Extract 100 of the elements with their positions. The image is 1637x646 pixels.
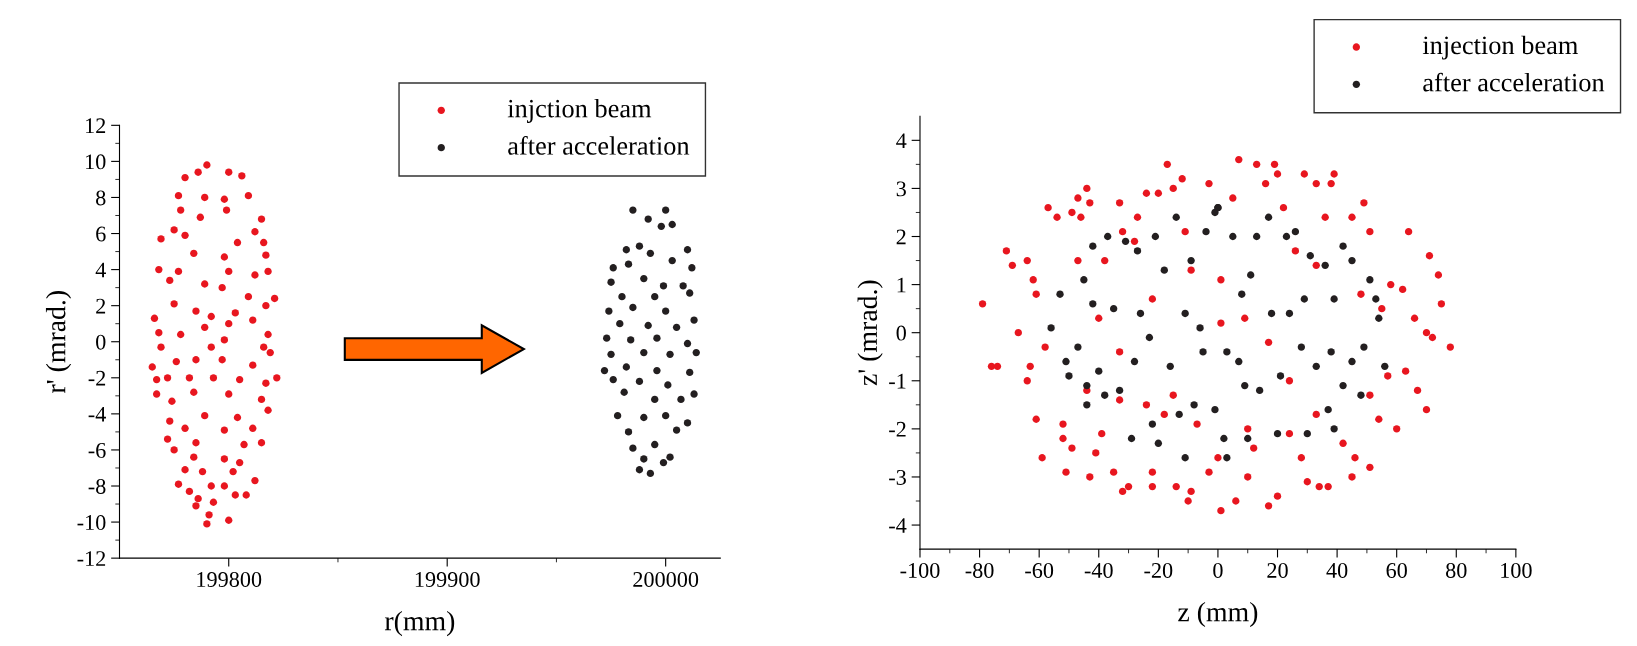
y-tick-label: 4 — [95, 262, 106, 278]
y-tick-label: 2 — [896, 229, 906, 245]
legend-label: injction beam — [507, 98, 652, 123]
point — [607, 278, 615, 286]
y-tick-label: -1 — [889, 373, 906, 389]
point — [622, 363, 631, 371]
point — [683, 419, 692, 427]
x-tick-label: 60 — [1386, 562, 1407, 578]
point — [664, 381, 672, 389]
point — [620, 388, 628, 396]
point — [624, 260, 633, 268]
point — [679, 282, 687, 290]
point — [686, 368, 694, 377]
point — [672, 426, 681, 434]
point — [657, 222, 665, 230]
point — [635, 377, 644, 386]
x-tick-label: 200000 — [633, 571, 699, 587]
point — [661, 412, 670, 420]
point — [686, 289, 694, 297]
point — [646, 469, 655, 478]
x-tick-label: 199800 — [197, 571, 262, 587]
y-tick-label: -10 — [77, 515, 106, 530]
x-tick-label: 100 — [1501, 562, 1532, 578]
point — [666, 350, 674, 359]
y-tick-label: 12 — [86, 118, 106, 134]
y-tick-label: -2 — [88, 370, 106, 386]
y-tick-label: 2 — [96, 298, 106, 314]
y-tick-label: -3 — [889, 469, 906, 485]
point — [613, 412, 622, 420]
x-tick-label: -40 — [1084, 562, 1113, 578]
y-tick-label: -4 — [88, 406, 106, 422]
point — [692, 348, 700, 357]
y-tick-label: -8 — [88, 478, 106, 494]
point — [677, 395, 685, 404]
point — [651, 395, 659, 404]
y-axis-title: r' (mrad.) — [45, 291, 72, 394]
y-tick-label: 0 — [896, 325, 906, 341]
x-tick-label: 0 — [1213, 562, 1223, 578]
x-tick-label: -20 — [1144, 562, 1173, 578]
point — [627, 336, 635, 344]
x-tick-label: -100 — [900, 562, 940, 578]
y-tick-label: 8 — [96, 190, 106, 206]
point — [624, 428, 633, 436]
point — [640, 455, 648, 463]
point — [644, 321, 652, 330]
point — [668, 220, 676, 229]
point — [651, 440, 659, 449]
y-tick-label: 10 — [86, 154, 106, 170]
point — [635, 242, 644, 250]
point — [609, 264, 617, 272]
point — [629, 303, 637, 312]
y-axis-title: z' (mrad.) — [857, 280, 883, 386]
y-tick-label: 0 — [96, 334, 106, 350]
x-tick-label: 40 — [1326, 562, 1348, 578]
y-tick-label: -2 — [889, 421, 906, 437]
x-tick-label: 20 — [1267, 562, 1288, 578]
point — [688, 264, 696, 272]
point — [618, 292, 626, 301]
point — [616, 320, 624, 328]
point — [600, 366, 609, 375]
x-tick-label: -80 — [965, 562, 994, 578]
legend-label: after acceleration — [508, 135, 690, 155]
point — [603, 334, 611, 342]
point — [640, 348, 648, 357]
x-axis-title: z (mm) — [1178, 601, 1258, 628]
point — [609, 375, 617, 384]
legend-label: after acceleration — [1423, 72, 1605, 92]
point — [668, 256, 676, 265]
point — [635, 466, 644, 474]
point — [653, 366, 661, 375]
y-tick-label: 1 — [897, 277, 906, 293]
x-tick-label: 199900 — [415, 571, 480, 587]
point — [653, 334, 661, 342]
x-tick-label: 80 — [1446, 562, 1467, 578]
point — [644, 215, 652, 223]
point — [607, 350, 615, 359]
y-tick-label: 4 — [896, 133, 907, 149]
y-tick-label: 3 — [896, 181, 906, 197]
point — [690, 316, 698, 324]
point — [683, 339, 692, 348]
point — [629, 206, 637, 214]
point — [690, 390, 698, 398]
x-tick-label: -60 — [1025, 562, 1054, 578]
point — [661, 206, 670, 214]
y-tick-label: -6 — [88, 442, 106, 458]
point — [629, 444, 637, 452]
point — [605, 307, 613, 315]
y-tick-label: -12 — [77, 551, 106, 566]
y-tick-label: -4 — [889, 518, 907, 533]
point — [672, 323, 681, 331]
point — [622, 246, 631, 254]
legend-label: injection beam — [1422, 35, 1578, 60]
point — [651, 292, 659, 301]
point — [640, 413, 648, 422]
x-axis-title: r(mm) — [384, 610, 455, 637]
point — [646, 249, 655, 258]
point — [659, 458, 668, 467]
point — [640, 274, 648, 283]
point — [683, 246, 692, 254]
point — [659, 282, 668, 290]
